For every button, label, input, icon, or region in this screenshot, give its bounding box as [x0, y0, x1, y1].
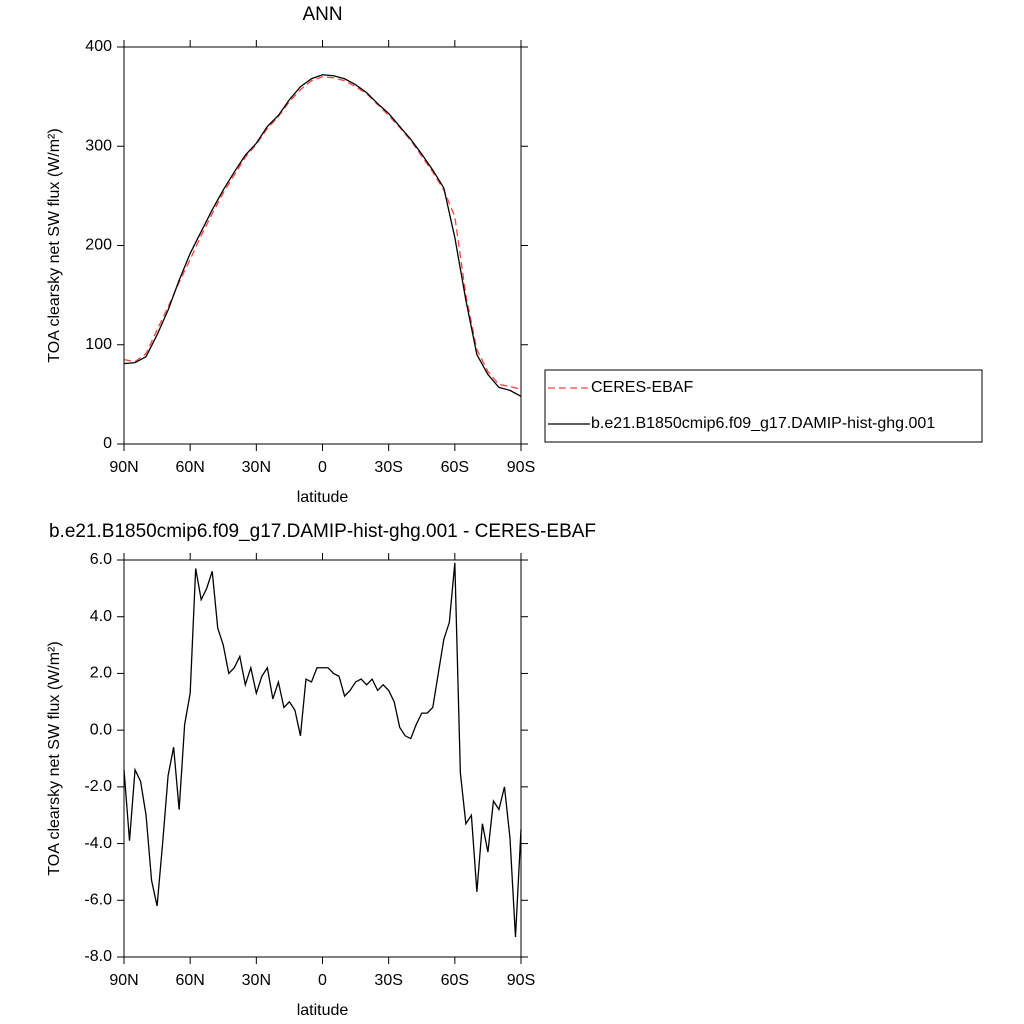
x-tick-label: 60S — [441, 459, 469, 476]
chart-title: b.e21.B1850cmip6.f09_g17.DAMIP-hist-ghg.… — [49, 521, 596, 542]
y-tick-label: 2.0 — [90, 665, 112, 682]
data-line — [123, 76, 522, 391]
y-tick-label: -4.0 — [84, 835, 112, 852]
x-tick-label: 60N — [175, 459, 204, 476]
x-tick-label: 30S — [374, 459, 402, 476]
y-tick-label: -2.0 — [84, 778, 112, 795]
y-tick-label: 400 — [85, 38, 112, 55]
plot-frame — [123, 46, 522, 445]
data-line — [123, 562, 522, 938]
x-tick-label: 60S — [441, 972, 469, 989]
x-tick-label: 30N — [242, 972, 271, 989]
y-tick-label: 4.0 — [90, 608, 112, 625]
y-tick-label: -6.0 — [84, 892, 112, 909]
x-tick-label: 90S — [507, 459, 535, 476]
y-tick-label: 6.0 — [90, 551, 112, 568]
x-tick-label: 30N — [242, 459, 271, 476]
x-tick-label: 60N — [175, 972, 204, 989]
legend-label: b.e21.B1850cmip6.f09_g17.DAMIP-hist-ghg.… — [591, 415, 935, 432]
x-tick-label: 90N — [109, 459, 138, 476]
x-tick-label: 0 — [318, 459, 327, 476]
y-tick-label: 200 — [85, 237, 112, 254]
x-tick-label: 0 — [318, 972, 327, 989]
chart-title: ANN — [302, 4, 342, 25]
y-tick-label: 0.0 — [90, 721, 112, 738]
y-tick-label: 0 — [103, 435, 112, 452]
data-line — [123, 74, 522, 397]
y-axis-title: TOA clearsky net SW flux (W/m²) — [46, 128, 63, 362]
legend-label: CERES-EBAF — [591, 379, 693, 396]
x-tick-label: 90N — [109, 972, 138, 989]
x-tick-label: 90S — [507, 972, 535, 989]
y-tick-label: 300 — [85, 137, 112, 154]
x-axis-title: latitude — [297, 1002, 349, 1019]
y-axis-title: TOA clearsky net SW flux (W/m²) — [46, 641, 63, 875]
y-tick-label: -8.0 — [84, 948, 112, 965]
x-axis-title: latitude — [297, 489, 349, 506]
x-tick-label: 30S — [374, 972, 402, 989]
y-tick-label: 100 — [85, 336, 112, 353]
plot-frame — [123, 559, 522, 958]
legend-box — [544, 369, 983, 443]
